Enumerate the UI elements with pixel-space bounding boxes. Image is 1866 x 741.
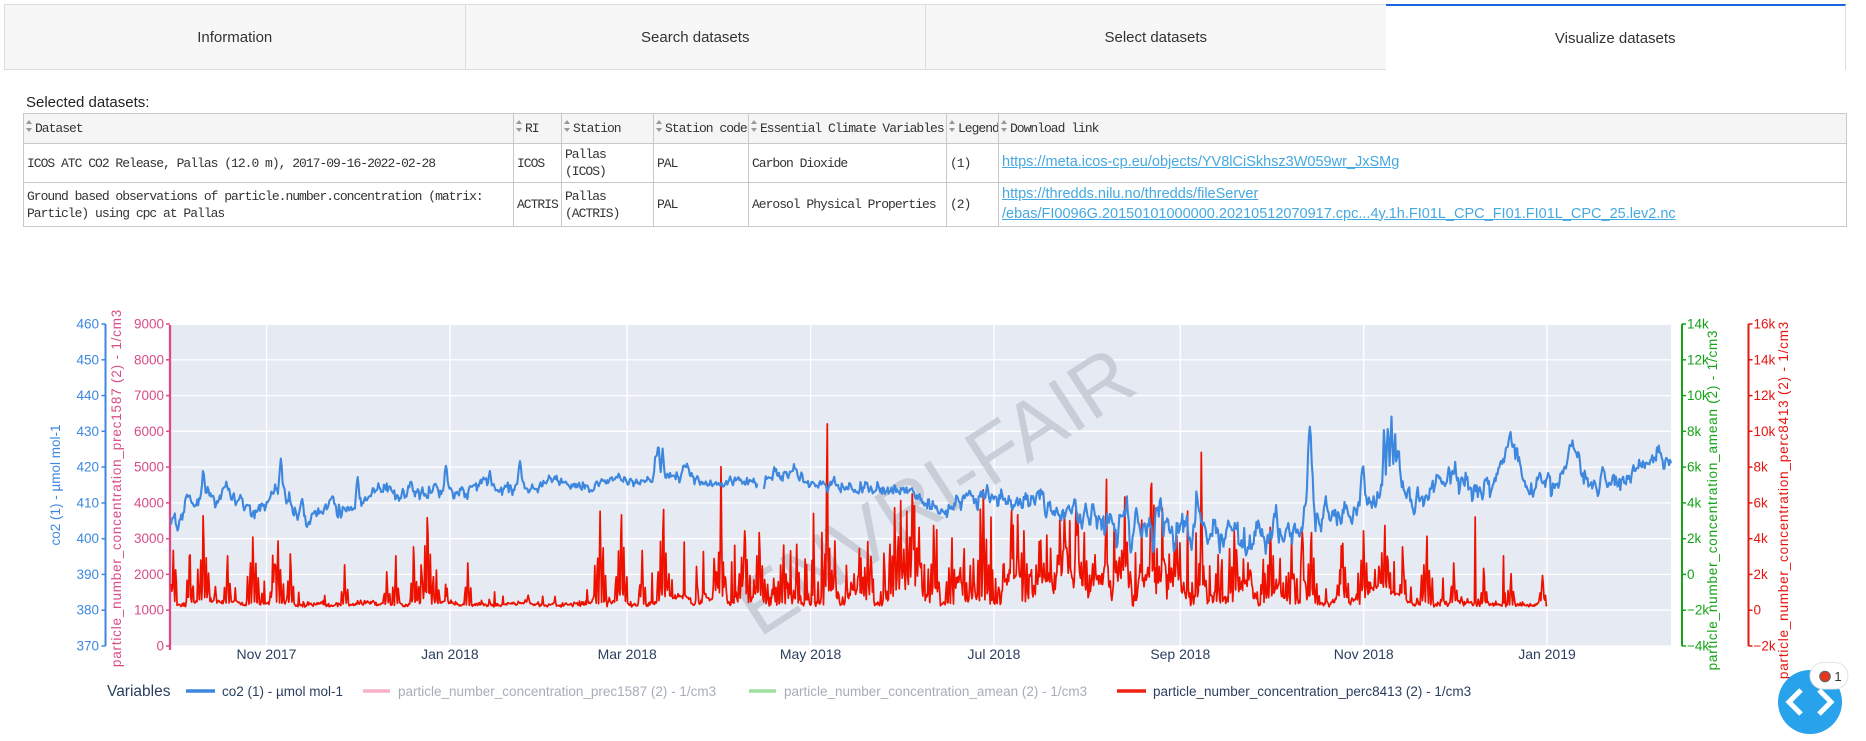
svg-text:3000: 3000	[134, 531, 164, 546]
svg-text:380: 380	[76, 603, 99, 618]
svg-text:co2 (1) - µmol mol-1: co2 (1) - µmol mol-1	[48, 424, 63, 545]
svg-text:2k: 2k	[1754, 567, 1769, 582]
svg-text:Nov 2017: Nov 2017	[237, 646, 297, 662]
svg-text:−2k: −2k	[1687, 603, 1709, 618]
svg-text:7000: 7000	[134, 388, 164, 403]
svg-text:particle_number_concentration_: particle_number_concentration_perc8413 (…	[1776, 321, 1791, 679]
svg-text:Variables: Variables	[107, 683, 171, 700]
svg-text:co2 (1) - µmol mol-1: co2 (1) - µmol mol-1	[222, 684, 343, 699]
svg-text:8k: 8k	[1687, 424, 1702, 439]
svg-text:460: 460	[76, 317, 99, 332]
svg-text:2000: 2000	[134, 567, 164, 582]
svg-text:Jan 2018: Jan 2018	[421, 646, 479, 662]
svg-text:particle_number_concentration_: particle_number_concentration_prec1587 (…	[109, 309, 124, 667]
svg-text:Sep 2018: Sep 2018	[1150, 646, 1210, 662]
svg-text:14k: 14k	[1754, 352, 1776, 367]
svg-text:May 2018: May 2018	[780, 646, 842, 662]
svg-text:Jan 2019: Jan 2019	[1518, 646, 1576, 662]
svg-text:14k: 14k	[1687, 317, 1709, 332]
svg-text:8000: 8000	[134, 352, 164, 367]
svg-text:16k: 16k	[1754, 317, 1776, 332]
svg-text:370: 370	[76, 639, 99, 654]
svg-text:9000: 9000	[134, 317, 164, 332]
svg-text:390: 390	[76, 567, 99, 582]
svg-text:Nov 2018: Nov 2018	[1334, 646, 1394, 662]
svg-text:−4k: −4k	[1687, 639, 1709, 654]
svg-text:5000: 5000	[134, 460, 164, 475]
svg-text:Jul 2018: Jul 2018	[968, 646, 1021, 662]
svg-text:10k: 10k	[1687, 388, 1709, 403]
svg-text:4k: 4k	[1687, 495, 1702, 510]
svg-text:particle_number_concentration_: particle_number_concentration_perc8413 (…	[1153, 684, 1471, 699]
svg-text:particle_number_concentration_: particle_number_concentration_prec1587 (…	[398, 684, 716, 699]
svg-text:6000: 6000	[134, 424, 164, 439]
svg-text:particle_number_concentration_: particle_number_concentration_amean (2) …	[784, 684, 1087, 699]
svg-text:12k: 12k	[1687, 352, 1709, 367]
svg-text:410: 410	[76, 495, 99, 510]
svg-text:400: 400	[76, 531, 99, 546]
svg-text:6k: 6k	[1687, 460, 1702, 475]
svg-text:1: 1	[1834, 669, 1841, 684]
svg-text:0: 0	[1754, 603, 1762, 618]
svg-text:2k: 2k	[1687, 531, 1702, 546]
svg-text:−2k: −2k	[1754, 639, 1776, 654]
svg-text:440: 440	[76, 388, 99, 403]
svg-text:particle_number_concentration_: particle_number_concentration_amean (2) …	[1705, 330, 1720, 671]
svg-text:ENVRI-FAIR: ENVRI-FAIR	[720, 330, 1150, 653]
svg-text:Mar 2018: Mar 2018	[598, 646, 657, 662]
svg-text:12k: 12k	[1754, 388, 1776, 403]
svg-text:4k: 4k	[1754, 531, 1769, 546]
svg-text:1000: 1000	[134, 603, 164, 618]
svg-text:6k: 6k	[1754, 495, 1769, 510]
svg-text:430: 430	[76, 424, 99, 439]
svg-text:420: 420	[76, 460, 99, 475]
svg-text:0: 0	[156, 639, 164, 654]
svg-text:450: 450	[76, 352, 99, 367]
svg-text:10k: 10k	[1754, 424, 1776, 439]
svg-text:8k: 8k	[1754, 460, 1769, 475]
svg-text:4000: 4000	[134, 495, 164, 510]
svg-text:0: 0	[1687, 567, 1695, 582]
